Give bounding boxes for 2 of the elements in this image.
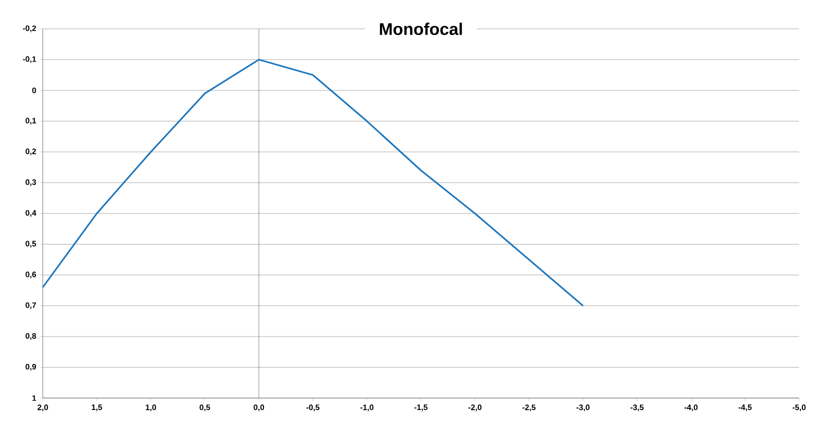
line-series [42,58,584,307]
chart-title: Monofocal [380,22,462,36]
